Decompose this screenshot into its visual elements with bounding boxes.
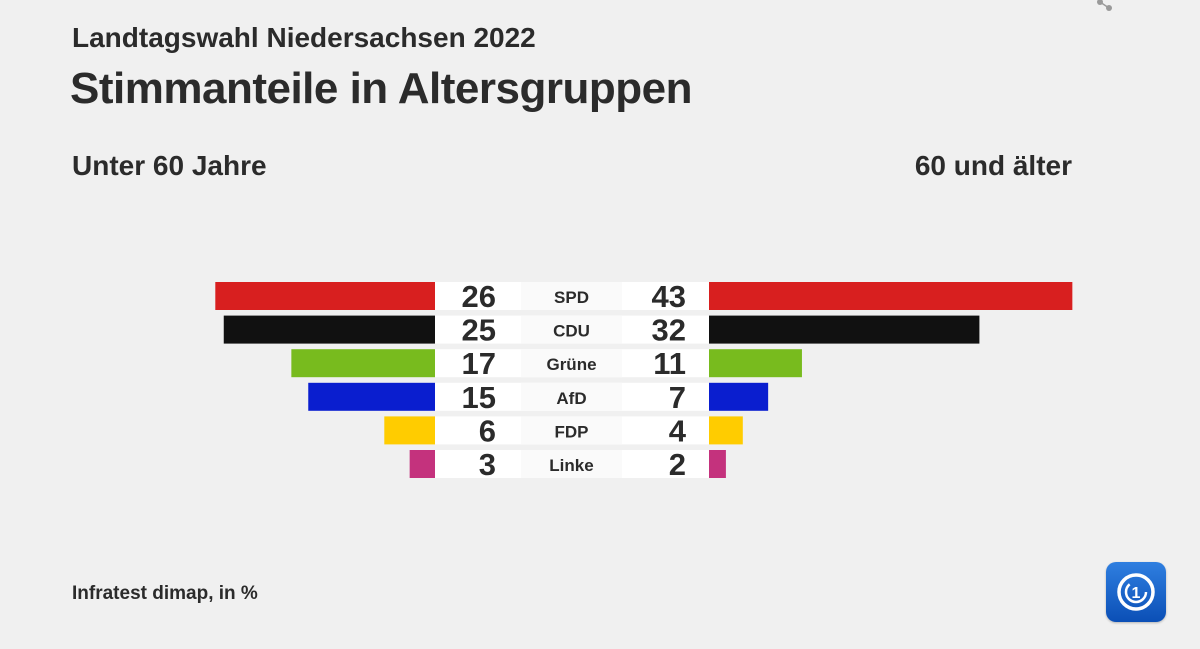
value-left-afd: 15 [462,380,496,415]
value-left-linke: 3 [479,447,496,482]
value-left-spd: 26 [462,279,496,314]
bar-right-fdp [709,416,743,445]
category-label-box [521,450,622,478]
value-right-afd: 7 [669,380,686,415]
category-label-fdp: FDP [555,422,589,441]
logo-glyph: 1 [1117,573,1155,611]
value-right-gr-ne: 11 [653,346,686,381]
bar-left-cdu [223,315,435,344]
value-left-cdu: 25 [462,313,496,348]
series-label-left: Unter 60 Jahre [72,150,267,181]
category-label-gr-ne: Grüne [546,355,596,374]
category-label-cdu: CDU [553,322,590,341]
source-note: Infratest dimap, in % [72,583,258,604]
category-label-box [521,416,622,445]
series-label-right: 60 und älter [914,150,1072,181]
bar-right-cdu [709,315,980,344]
bar-right-gr-ne [709,349,802,378]
chart-title: Stimmanteile in Altersgruppen [70,64,692,113]
tagesschau-logo-icon[interactable]: 1 [1106,562,1166,622]
value-left-fdp: 6 [479,413,496,448]
value-right-linke: 2 [669,447,686,482]
svg-text:1: 1 [1132,585,1141,602]
share-icon[interactable] [1090,0,1118,16]
bar-right-linke [709,450,726,478]
bar-left-fdp [384,416,435,445]
bar-left-afd [308,382,435,411]
chart-subtitle: Landtagswahl Niedersachsen 2022 [72,22,536,53]
bar-left-spd [215,282,435,310]
value-right-cdu: 32 [652,313,686,348]
value-right-fdp: 4 [669,413,687,448]
category-label-box [521,315,622,344]
value-right-spd: 43 [652,279,686,314]
category-label-box [521,349,622,378]
value-left-gr-ne: 17 [462,346,496,381]
category-label-spd: SPD [554,288,589,307]
bar-left-linke [409,450,435,478]
bar-right-spd [709,282,1073,310]
category-label-afd: AfD [556,389,586,408]
category-label-box [521,282,622,310]
bar-right-afd [709,382,769,411]
category-label-box [521,382,622,411]
bar-left-gr-ne [291,349,435,378]
category-label-linke: Linke [549,456,593,475]
